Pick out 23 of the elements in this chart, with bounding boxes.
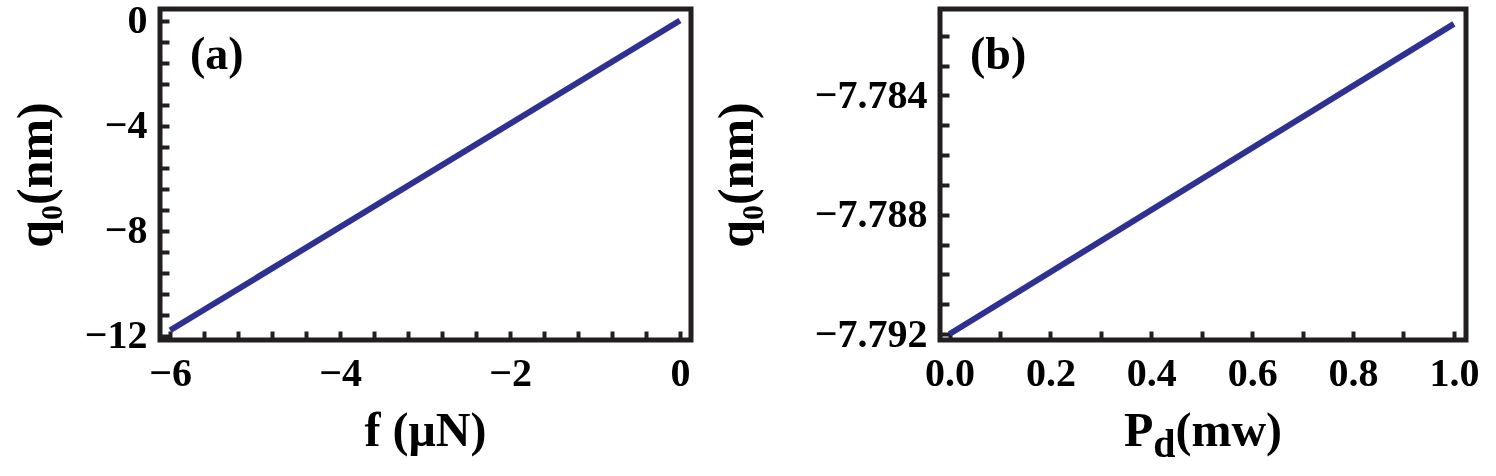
y-tick-label: −12	[84, 312, 148, 358]
y-tick-label: −7.788	[814, 191, 928, 237]
y-tick-label: −7.784	[814, 71, 928, 117]
y-tick-label: 0	[127, 0, 148, 43]
x-tick-label: 0.8	[1328, 349, 1379, 395]
x-tick-label: 0	[670, 349, 691, 395]
y-axis-title: q₀(nm)	[707, 101, 765, 248]
annotation: (b)	[970, 27, 1027, 80]
x-tick-label: 0.2	[1025, 349, 1076, 395]
x-tick-label: 0.4	[1126, 349, 1177, 395]
x-tick-label: 0.6	[1227, 349, 1278, 395]
x-tick-label: −6	[149, 349, 193, 395]
annotation: (a)	[190, 27, 244, 80]
y-tick-label: −7.792	[814, 310, 928, 356]
x-tick-label: 0.0	[925, 349, 976, 395]
x-axis-title: f (μN)	[364, 402, 487, 457]
y-axis-title: q₀(nm)	[6, 101, 64, 248]
x-axis-title: P$_{d}$(mw)	[1123, 402, 1283, 467]
y-tick-label: −8	[104, 207, 148, 253]
x-tick-label: −2	[489, 349, 532, 395]
x-tick-label: 1.0	[1429, 349, 1480, 395]
y-tick-label: −4	[104, 102, 148, 148]
x-tick-label: −4	[319, 349, 363, 395]
